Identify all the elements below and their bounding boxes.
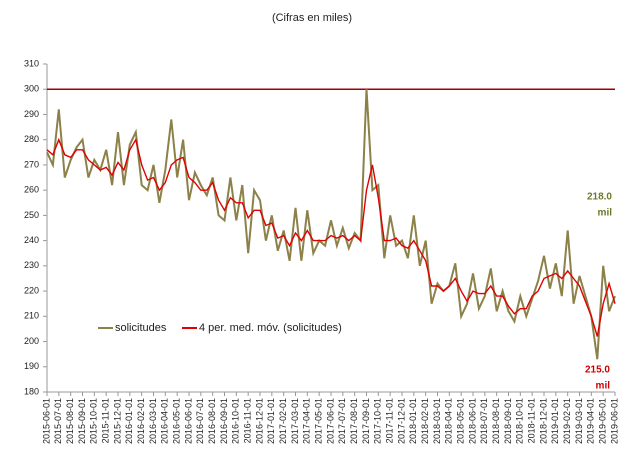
y-tick-label: 310 — [24, 58, 39, 68]
x-tick-label: 2015-07-01 — [53, 398, 63, 444]
x-tick-label: 2015-08-01 — [65, 398, 75, 444]
x-tick-label: 2016-05-01 — [172, 398, 182, 444]
x-tick-label: 2019-04-01 — [586, 398, 596, 444]
chart-title: (Cifras en miles) — [272, 12, 352, 24]
legend-label: solicitudes — [115, 322, 167, 334]
x-tick-label: 2015-09-01 — [77, 398, 87, 444]
y-tick-label: 230 — [24, 260, 39, 270]
annotation: 215.0 — [585, 365, 610, 376]
x-tick-label: 2015-10-01 — [89, 398, 99, 444]
y-tick-label: 190 — [24, 361, 39, 371]
x-tick-label: 2016-01-01 — [124, 398, 134, 444]
x-tick-label: 2017-03-01 — [290, 398, 300, 444]
y-tick-label: 180 — [24, 386, 39, 396]
x-tick-label: 2017-11-01 — [385, 398, 395, 443]
x-tick-label: 2016-02-01 — [136, 398, 146, 444]
x-tick-label: 2018-10-01 — [515, 398, 525, 444]
x-tick-label: 2016-09-01 — [219, 398, 229, 444]
y-tick-label: 270 — [24, 159, 39, 169]
x-tick-label: 2019-01-01 — [550, 398, 560, 444]
x-tick-label: 2018-03-01 — [432, 398, 442, 444]
y-tick-label: 210 — [24, 311, 39, 321]
x-tick-label: 2019-02-01 — [562, 398, 572, 444]
x-tick-label: 2018-07-01 — [479, 398, 489, 444]
annotation: mil — [596, 381, 611, 392]
x-tick-label: 2016-07-01 — [195, 398, 205, 444]
x-tick-label: 2018-05-01 — [456, 398, 466, 444]
x-tick-label: 2018-01-01 — [408, 398, 418, 444]
x-tick-label: 2017-06-01 — [325, 398, 335, 444]
y-tick-label: 200 — [24, 336, 39, 346]
annotation: mil — [598, 208, 613, 219]
x-tick-label: 2018-11-01 — [527, 398, 537, 443]
x-tick-label: 2017-01-01 — [266, 398, 276, 444]
x-tick-label: 2017-05-01 — [314, 398, 324, 444]
x-tick-label: 2016-11-01 — [243, 398, 253, 443]
legend-label: 4 per. med. móv. (solicitudes) — [199, 322, 342, 334]
x-tick-label: 2016-04-01 — [160, 398, 170, 444]
x-tick-label: 2018-09-01 — [503, 398, 513, 444]
x-tick-label: 2017-08-01 — [349, 398, 359, 444]
y-tick-label: 220 — [24, 285, 39, 295]
x-tick-label: 2019-05-01 — [598, 398, 608, 444]
x-tick-label: 2018-06-01 — [467, 398, 477, 444]
annotation: 218.0 — [587, 192, 612, 203]
x-tick-label: 2017-02-01 — [278, 398, 288, 444]
series-line — [46, 137, 616, 337]
x-tick-label: 2018-02-01 — [420, 398, 430, 444]
x-tick-label: 2017-10-01 — [373, 398, 383, 444]
y-tick-label: 300 — [24, 84, 39, 94]
x-tick-label: 2015-11-01 — [101, 398, 111, 443]
y-tick-label: 250 — [24, 210, 39, 220]
x-tick-label: 2018-12-01 — [538, 398, 548, 444]
y-tick-label: 260 — [24, 185, 39, 195]
x-tick-label: 2017-04-01 — [302, 398, 312, 444]
x-tick-label: 2015-12-01 — [112, 398, 122, 444]
x-tick-label: 2019-06-01 — [609, 398, 619, 444]
x-tick-label: 2016-08-01 — [207, 398, 217, 444]
y-tick-label: 290 — [24, 109, 39, 119]
series-line — [46, 89, 616, 360]
y-tick-label: 280 — [24, 134, 39, 144]
y-tick-label: 240 — [24, 235, 39, 245]
x-tick-label: 2017-09-01 — [361, 398, 371, 444]
x-tick-label: 2019-03-01 — [574, 398, 584, 444]
x-tick-label: 2016-03-01 — [148, 398, 158, 444]
x-tick-label: 2018-04-01 — [444, 398, 454, 444]
x-tick-label: 2017-12-01 — [396, 398, 406, 444]
x-tick-label: 2017-07-01 — [337, 398, 347, 444]
x-tick-label: 2016-10-01 — [231, 398, 241, 444]
x-tick-label: 2018-08-01 — [491, 398, 501, 444]
x-tick-label: 2015-06-01 — [41, 398, 51, 444]
x-tick-label: 2016-12-01 — [254, 398, 264, 444]
x-tick-label: 2016-06-01 — [183, 398, 193, 444]
